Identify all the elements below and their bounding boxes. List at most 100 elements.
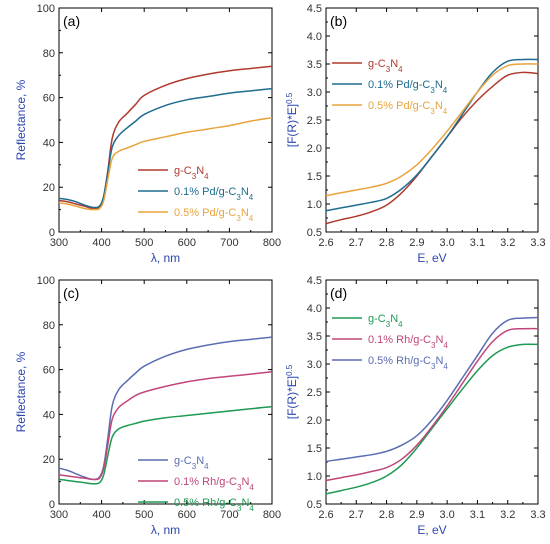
panel-label: (d) [330, 285, 347, 301]
legend-entry: 0.5% Rh/g-C3N4 [368, 355, 448, 371]
y-tick-label: 40 [43, 137, 55, 149]
x-tick-label: 600 [178, 509, 196, 521]
y-tick-label: 3.5 [307, 331, 322, 343]
series-line-2 [325, 58, 539, 212]
panel-label: (c) [63, 285, 79, 301]
x-tick-label: 2.7 [349, 237, 364, 249]
series-line-1 [58, 336, 273, 481]
x-tick-label: 3.2 [500, 509, 515, 521]
series-line-3 [325, 316, 539, 463]
y-axis-title: [F(R)*E]0.5 [285, 92, 300, 147]
y-tick-label: 80 [43, 320, 55, 332]
x-tick-label: 2.9 [409, 237, 424, 249]
y-tick-label: 1.0 [307, 199, 322, 211]
legend-entry: 0.5% Pd/g-C3N4 [368, 100, 448, 116]
x-tick-label: 3.1 [470, 237, 485, 249]
y-tick-label: 4.5 [307, 3, 322, 15]
series-line-1 [58, 65, 273, 210]
x-tick-label: 300 [50, 509, 68, 521]
y-tick-label: 100 [37, 275, 55, 287]
y-tick-label: 60 [43, 93, 55, 105]
panel-label: (a) [63, 13, 80, 29]
x-tick-label: 600 [178, 237, 196, 249]
x-tick-label: 2.7 [349, 509, 364, 521]
y-tick-label: 2.0 [307, 143, 322, 155]
x-axis-title: λ, nm [151, 523, 180, 537]
legend-entry: 0.1% Rh/g-C3N4 [174, 476, 254, 492]
y-tick-label: 2.5 [307, 115, 322, 127]
legend-entry: g-C3N4 [174, 455, 209, 471]
y-tick-label: 100 [37, 3, 55, 15]
y-axis-title: Reflectance, % [14, 79, 28, 160]
series-line-3 [58, 117, 273, 211]
y-tick-label: 1.5 [307, 171, 322, 183]
y-tick-label: 0 [49, 499, 55, 511]
y-tick-label: 1.0 [307, 471, 322, 483]
y-tick-label: 2.5 [307, 387, 322, 399]
y-axis-title: Reflectance, % [14, 351, 28, 432]
series-line-2 [325, 327, 539, 482]
x-tick-label: 2.8 [379, 237, 394, 249]
x-tick-label: 300 [50, 237, 68, 249]
x-tick-label: 3.3 [530, 237, 545, 249]
x-tick-label: 3.0 [439, 237, 454, 249]
y-axis-title: [F(R)*E]0.5 [285, 364, 300, 419]
series-line-3 [58, 405, 273, 485]
legend-entry: 0.1% Pd/g-C3N4 [174, 186, 254, 202]
panel-label: (b) [330, 13, 347, 29]
legend-entry: 0.1% Pd/g-C3N4 [368, 79, 448, 95]
legend-entry: g-C3N4 [368, 58, 403, 74]
series-line-3 [325, 63, 539, 197]
x-axis-title: λ, nm [151, 251, 180, 265]
x-tick-label: 2.6 [318, 237, 333, 249]
legend-entry: 0.1% Rh/g-C3N4 [368, 334, 448, 350]
plot-frame [58, 279, 273, 505]
y-tick-label: 0.5 [307, 227, 322, 239]
series-line-2 [58, 87, 273, 209]
x-tick-label: 700 [220, 509, 238, 521]
x-tick-label: 800 [263, 237, 281, 249]
x-tick-label: 2.9 [409, 509, 424, 521]
y-tick-label: 20 [43, 454, 55, 466]
series-line-2 [58, 371, 273, 481]
panel-b: 2.6 2.7 2.8 2.9 3.0 3.1 3.2 3.3 0.5 1.0 1.5 2.0 2.5 3… [285, 3, 546, 265]
x-axis-title: E, eV [417, 251, 446, 265]
x-tick-label: 800 [263, 509, 281, 521]
x-tick-label: 500 [135, 237, 153, 249]
legend-entry: 0.5% Pd/g-C3N4 [174, 207, 254, 223]
x-tick-label: 3.1 [470, 509, 485, 521]
x-tick-label: 400 [92, 509, 110, 521]
legend-entry: g-C3N4 [368, 313, 403, 329]
y-tick-label: 4.5 [307, 275, 322, 287]
y-tick-label: 4.0 [307, 303, 322, 315]
x-tick-label: 2.8 [379, 509, 394, 521]
y-tick-label: 0 [49, 227, 55, 239]
x-axis-title: E, eV [417, 523, 446, 537]
panel-c: 300 400 500 600 700 800 0 20 40 60 80 100 λ, nm Refle… [14, 275, 281, 537]
panel-a: 300 400 500 600 700 800 0 20 40 60 80 100 λ, nm Refle… [14, 3, 281, 265]
plot-frame [325, 7, 539, 233]
y-tick-label: 3.5 [307, 59, 322, 71]
y-tick-label: 0.5 [307, 499, 322, 511]
y-tick-label: 40 [43, 409, 55, 421]
y-tick-label: 60 [43, 365, 55, 377]
legend-entry: 0.5% Rh/g-C3N4 [174, 497, 254, 513]
legend-entry: g-C3N4 [174, 165, 209, 181]
x-tick-label: 3.3 [530, 509, 545, 521]
y-tick-label: 2.0 [307, 415, 322, 427]
x-tick-label: 3.2 [500, 237, 515, 249]
y-tick-label: 3.0 [307, 87, 322, 99]
plot-frame [325, 279, 539, 505]
x-tick-label: 500 [135, 509, 153, 521]
x-tick-label: 2.6 [318, 509, 333, 521]
y-tick-label: 4.0 [307, 31, 322, 43]
y-tick-label: 3.0 [307, 359, 322, 371]
y-tick-label: 80 [43, 48, 55, 60]
y-tick-label: 20 [43, 182, 55, 194]
x-tick-label: 400 [92, 237, 110, 249]
x-tick-label: 3.0 [439, 509, 454, 521]
panel-d: 2.6 2.7 2.8 2.9 3.0 3.1 3.2 3.3 0.5 1.0 1.5 2.0 2.5 3… [285, 275, 546, 537]
x-tick-label: 700 [220, 237, 238, 249]
series-line-1 [325, 343, 539, 495]
